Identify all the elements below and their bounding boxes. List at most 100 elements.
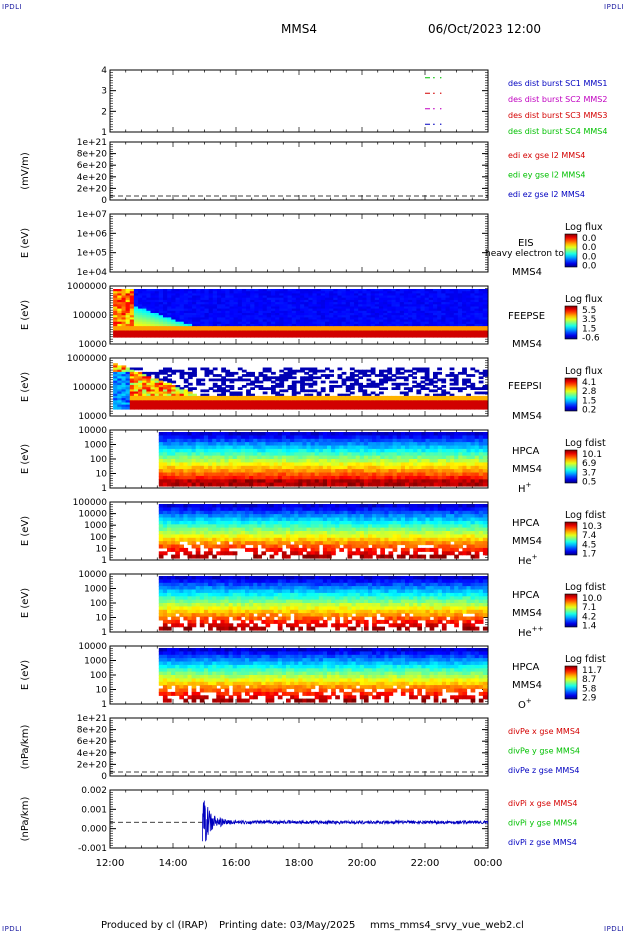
- heatmap-cell: [121, 380, 127, 384]
- heatmap-cell: [142, 332, 147, 336]
- heatmap-cell: [428, 317, 434, 321]
- heatmap-cell: [179, 406, 185, 410]
- heatmap-cell: [405, 435, 410, 440]
- heatmap-cell: [146, 332, 152, 336]
- heatmap-cell: [412, 380, 417, 384]
- heatmap-cell: [257, 448, 262, 453]
- heatmap-cell: [208, 465, 213, 470]
- heatmap-cell: [175, 438, 180, 443]
- heatmap-cell: [121, 321, 127, 325]
- heatmap-cell: [240, 432, 246, 436]
- heatmap-cell: [333, 289, 339, 292]
- heatmap-cell: [175, 482, 180, 487]
- heatmap-cell: [395, 315, 401, 318]
- heatmap-cell: [358, 328, 363, 332]
- heatmap-cell: [249, 459, 254, 463]
- heatmap-cell: [192, 291, 197, 294]
- heatmap-cell: [428, 389, 434, 393]
- heatmap-cell: [212, 479, 217, 484]
- heatmap-cell: [379, 404, 384, 408]
- heatmap-cell: [138, 382, 143, 386]
- heatmap-cell: [412, 376, 417, 380]
- heatmap-cell: [154, 297, 160, 301]
- heatmap-cell: [225, 315, 231, 318]
- heatmap-cell: [396, 482, 402, 487]
- heatmap-cell: [150, 321, 156, 325]
- heatmap-cell: [113, 313, 118, 316]
- heatmap-cell: [175, 326, 181, 329]
- heatmap-cell: [220, 459, 226, 463]
- heatmap-cell: [316, 299, 322, 303]
- heatmap-cell: [457, 398, 463, 401]
- heatmap-cell: [117, 376, 123, 380]
- heatmap-cell: [283, 297, 289, 301]
- heatmap-cell: [462, 321, 467, 325]
- heatmap-cell: [250, 380, 255, 384]
- heatmap-cell: [162, 435, 168, 440]
- heatmap-cell: [470, 289, 476, 292]
- heatmap-cell: [420, 404, 426, 408]
- heatmap-cell: [258, 299, 264, 303]
- heatmap-cell: [195, 438, 201, 443]
- heatmap-cell: [345, 306, 351, 310]
- heatmap-cell: [304, 317, 309, 321]
- heatmap-cell: [380, 482, 385, 487]
- heatmap-cell: [125, 367, 131, 371]
- heatmap-cell: [162, 438, 168, 443]
- heatmap-cell: [246, 317, 251, 321]
- heatmap-cell: [138, 308, 143, 312]
- heatmap-cell: [354, 402, 359, 406]
- heatmap-cell: [117, 367, 123, 371]
- heatmap-cell: [333, 304, 339, 308]
- heatmap-cell: [221, 330, 226, 334]
- heatmap-cell: [290, 448, 295, 453]
- heatmap-cell: [212, 400, 218, 404]
- heatmap-cell: [441, 308, 447, 312]
- heatmap-cell: [121, 406, 127, 410]
- heatmap-cell: [391, 328, 397, 332]
- heatmap-cell: [379, 400, 384, 404]
- heatmap-cell: [412, 402, 417, 406]
- heatmap-cell: [208, 317, 214, 321]
- heatmap-cell: [146, 382, 152, 386]
- heatmap-cell: [298, 445, 303, 450]
- heatmap-cell: [277, 452, 283, 457]
- heatmap-cell: [273, 432, 279, 436]
- heatmap-cell: [409, 445, 414, 450]
- heatmap-cell: [391, 291, 397, 294]
- heatmap-cell: [412, 326, 417, 329]
- heatmap-cell: [269, 435, 275, 440]
- heatmap-cell: [345, 332, 351, 336]
- heatmap-cell: [379, 293, 384, 297]
- heatmap-cell: [203, 452, 209, 457]
- heatmap-cell: [478, 380, 484, 384]
- heatmap-cell: [246, 306, 251, 310]
- heatmap-cell: [245, 479, 250, 484]
- heatmap-cell: [372, 462, 377, 467]
- heatmap-cell: [312, 398, 318, 401]
- heatmap-cell: [358, 299, 363, 303]
- heatmap-cell: [320, 404, 326, 408]
- heatmap-cell: [290, 459, 295, 463]
- heatmap-cell: [271, 291, 276, 294]
- colorbar-tick-label: 0.2: [582, 406, 596, 416]
- heatmap-cell: [337, 330, 343, 334]
- heatmap-cell: [283, 317, 289, 321]
- heatmap-cell: [335, 462, 340, 467]
- heatmap-cell: [154, 402, 160, 406]
- heatmap-cell: [133, 304, 139, 308]
- heatmap-cell: [253, 442, 258, 447]
- heatmap-cell: [314, 472, 320, 477]
- heatmap-cell: [229, 402, 235, 406]
- heatmap-cell: [333, 306, 339, 310]
- heatmap-cell: [221, 400, 226, 404]
- heatmap-cell: [113, 406, 118, 410]
- heatmap-cell: [374, 315, 380, 318]
- heatmap-cell: [388, 445, 394, 450]
- heatmap-cell: [383, 321, 388, 325]
- heatmap-cell: [253, 435, 258, 440]
- heatmap-cell: [225, 389, 231, 393]
- heatmap-cell: [125, 304, 131, 308]
- heatmap-cell: [254, 398, 260, 401]
- heatmap-cell: [291, 315, 297, 318]
